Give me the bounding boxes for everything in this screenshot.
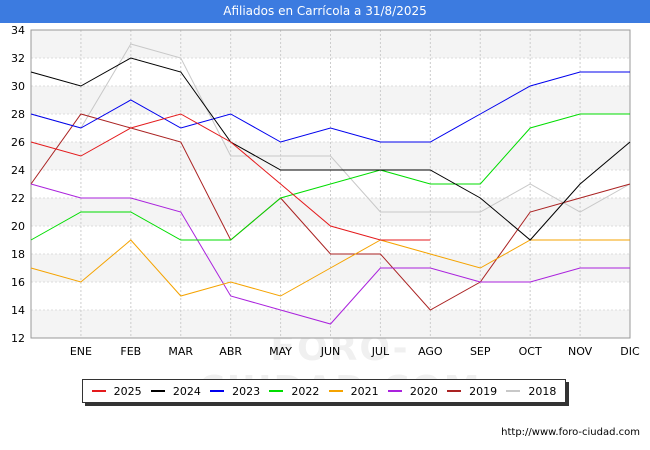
x-tick-label: MAR [168,345,193,358]
legend-item-2018: 2018 [506,385,556,398]
legend-item-2021: 2021 [328,384,379,398]
y-tick-label: 24 [11,164,25,177]
series-line-2022 [30,113,630,241]
legend-label: 2021 [350,384,379,398]
x-tick-label: SEP [470,345,491,358]
y-tick-label: 12 [11,332,25,345]
x-tick-label: AGO [418,345,443,358]
legend-swatch [506,390,521,392]
series-line-2025 [30,113,431,241]
x-tick-label: ENE [70,345,92,358]
legend-label: 2023 [232,384,261,398]
series-line-2024 [30,57,631,241]
x-tick-label: JUN [320,345,341,358]
legend-swatch [447,390,462,392]
legend-item-2022: 2022 [269,385,319,398]
legend-item-2023: 2023 [210,385,260,398]
legend-label: 2020 [409,384,438,398]
legend-swatch [387,390,402,392]
y-tick-label: 20 [11,220,25,233]
legend-swatch [150,390,165,392]
legend-item-2019: 2019 [447,385,497,398]
source-url[interactable]: http://www.foro-ciudad.com [501,427,640,438]
x-tick-label: MAY [269,345,292,358]
y-tick-label: 28 [11,108,25,121]
legend-label: 2022 [291,384,320,398]
series-lines [30,43,631,325]
x-tick-label: ABR [219,345,242,358]
legend: 2025 2024 2023 2022 2021 2020 2019 2018 [82,379,566,403]
legend-label: 2018 [528,384,557,398]
legend-swatch [210,390,225,392]
y-tick-label: 22 [11,192,25,205]
x-tick-label: NOV [568,345,593,358]
y-tick-label: 30 [11,80,25,93]
legend-swatch [269,390,284,392]
x-tick-label: OCT [519,345,542,358]
y-tick-label: 18 [11,248,25,261]
legend-label: 2025 [113,384,142,398]
y-tick-label: 16 [11,276,25,289]
series-line-2018 [30,43,631,213]
x-tick-label: DIC [620,345,640,358]
y-tick-label: 32 [11,52,25,65]
legend-item-2025: 2025 [91,384,142,398]
y-tick-label: 14 [11,304,25,317]
legend-item-2020: 2020 [387,384,438,398]
legend-item-2024: 2024 [150,384,201,398]
legend-swatch [328,390,343,392]
series-line-2023 [30,71,630,143]
legend-label: 2019 [469,384,498,398]
x-tick-label: FEB [120,345,141,358]
chart-title: Afiliados en Carrícola a 31/8/2025 [0,0,650,23]
y-axis-ticks: 12 14 16 18 20 22 24 26 28 30 32 34 [11,24,25,345]
x-tick-label: JUL [371,345,390,358]
legend-swatch [91,390,106,392]
series-line-2020 [30,183,630,325]
legend-label: 2024 [172,384,201,398]
x-axis-ticks: ENE FEB MAR ABR MAY JUN JUL AGO SEP OCT NOV DIC [70,345,640,358]
y-tick-label: 34 [11,24,25,37]
y-tick-label: 26 [11,136,25,149]
